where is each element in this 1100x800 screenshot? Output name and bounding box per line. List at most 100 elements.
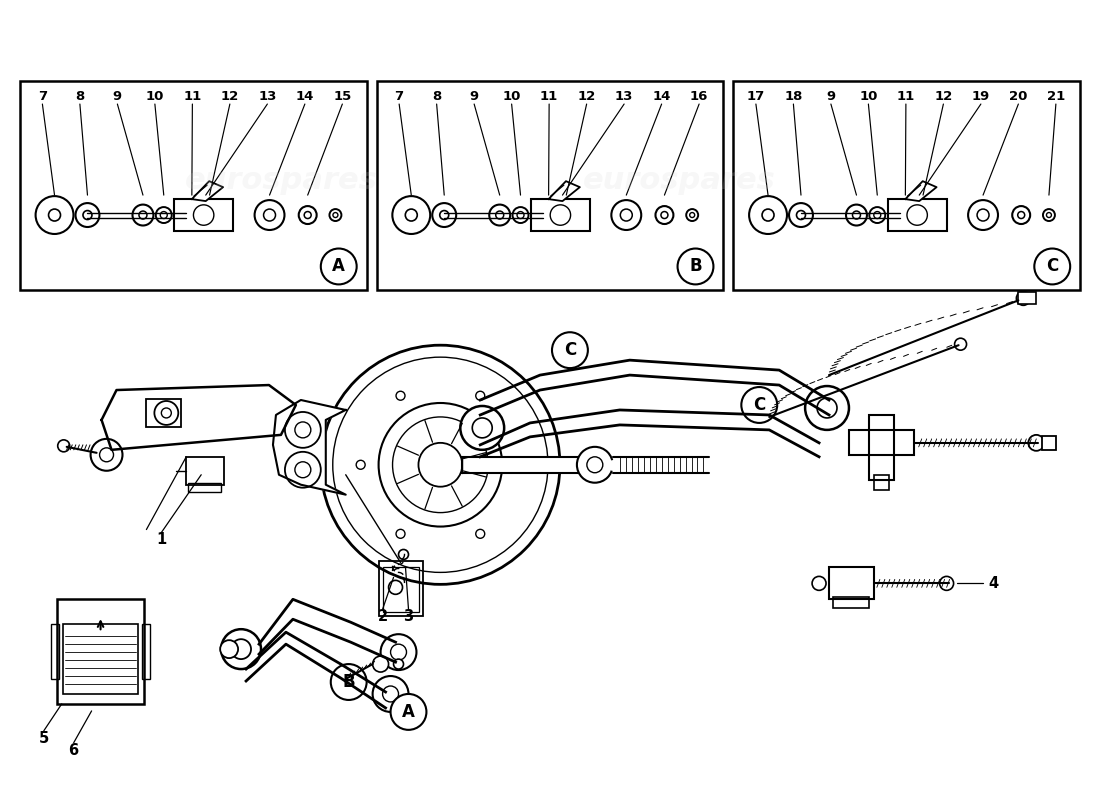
Bar: [833, 598, 869, 608]
Circle shape: [517, 211, 524, 218]
Circle shape: [90, 439, 122, 470]
Bar: [174, 199, 233, 231]
Circle shape: [161, 211, 167, 218]
Bar: [378, 562, 424, 616]
Circle shape: [656, 206, 673, 224]
Bar: [888, 199, 947, 231]
Bar: [142, 624, 151, 679]
Circle shape: [393, 417, 488, 513]
Bar: [734, 81, 1080, 290]
Circle shape: [620, 209, 632, 221]
Circle shape: [76, 203, 99, 227]
Circle shape: [285, 412, 321, 448]
Text: 10: 10: [859, 90, 878, 102]
Text: 13: 13: [615, 90, 634, 102]
Circle shape: [139, 211, 147, 219]
Bar: [63, 624, 139, 694]
Circle shape: [383, 686, 398, 702]
Circle shape: [432, 203, 456, 227]
Circle shape: [82, 210, 92, 219]
Circle shape: [57, 440, 69, 452]
Circle shape: [333, 357, 548, 572]
Bar: [20, 81, 366, 290]
Circle shape: [690, 213, 695, 218]
Text: 17: 17: [747, 90, 764, 102]
Text: 9: 9: [826, 90, 836, 102]
Circle shape: [550, 205, 571, 226]
Circle shape: [796, 210, 805, 219]
Circle shape: [220, 640, 238, 658]
Circle shape: [852, 211, 860, 219]
Circle shape: [552, 332, 587, 368]
Text: 13: 13: [258, 90, 276, 102]
Circle shape: [221, 630, 261, 669]
Circle shape: [1012, 206, 1031, 224]
Text: 1: 1: [156, 532, 166, 547]
Circle shape: [295, 422, 311, 438]
Text: 16: 16: [690, 90, 708, 102]
Circle shape: [812, 576, 826, 590]
Circle shape: [1016, 291, 1031, 306]
Circle shape: [939, 576, 954, 590]
Text: C: C: [754, 396, 766, 414]
Bar: [873, 474, 889, 490]
Circle shape: [418, 443, 462, 486]
Bar: [462, 457, 592, 473]
Bar: [51, 624, 58, 679]
Circle shape: [496, 211, 504, 219]
Circle shape: [476, 530, 485, 538]
Circle shape: [35, 196, 74, 234]
Text: 11: 11: [184, 90, 201, 102]
Circle shape: [373, 676, 408, 712]
Text: A: A: [332, 258, 345, 275]
Circle shape: [378, 403, 503, 526]
Text: 12: 12: [221, 90, 239, 102]
Circle shape: [460, 406, 504, 450]
Text: 10: 10: [145, 90, 164, 102]
Circle shape: [472, 418, 492, 438]
Circle shape: [194, 205, 213, 226]
Polygon shape: [273, 400, 345, 494]
Circle shape: [873, 211, 881, 218]
Circle shape: [440, 210, 449, 219]
Circle shape: [817, 398, 837, 418]
Circle shape: [576, 447, 613, 482]
Text: 14: 14: [296, 90, 315, 102]
Circle shape: [321, 345, 560, 584]
Circle shape: [686, 209, 698, 221]
Circle shape: [587, 457, 603, 473]
Circle shape: [48, 209, 60, 221]
Polygon shape: [191, 181, 223, 201]
Bar: [1043, 436, 1056, 450]
Bar: [829, 567, 873, 599]
Circle shape: [789, 203, 813, 227]
Circle shape: [132, 205, 153, 226]
Circle shape: [661, 211, 668, 218]
Bar: [146, 399, 182, 427]
Circle shape: [846, 205, 867, 226]
Circle shape: [955, 338, 967, 350]
Text: 14: 14: [652, 90, 671, 102]
Text: 11: 11: [540, 90, 559, 102]
Polygon shape: [549, 181, 580, 201]
Circle shape: [908, 205, 927, 226]
Text: C: C: [1046, 258, 1058, 275]
Text: B: B: [342, 673, 355, 691]
Circle shape: [749, 196, 786, 234]
Circle shape: [231, 639, 251, 659]
Circle shape: [396, 530, 405, 538]
Text: 6: 6: [68, 743, 79, 758]
Polygon shape: [905, 181, 936, 201]
Bar: [188, 482, 221, 492]
Circle shape: [162, 408, 172, 418]
Circle shape: [156, 207, 172, 223]
Text: 20: 20: [1009, 90, 1027, 102]
Circle shape: [977, 209, 989, 221]
Text: 9: 9: [470, 90, 478, 102]
Circle shape: [516, 460, 525, 470]
Text: 12: 12: [578, 90, 596, 102]
Bar: [57, 599, 144, 704]
Circle shape: [398, 550, 408, 559]
Text: 10: 10: [503, 90, 520, 102]
Text: 12: 12: [934, 90, 953, 102]
